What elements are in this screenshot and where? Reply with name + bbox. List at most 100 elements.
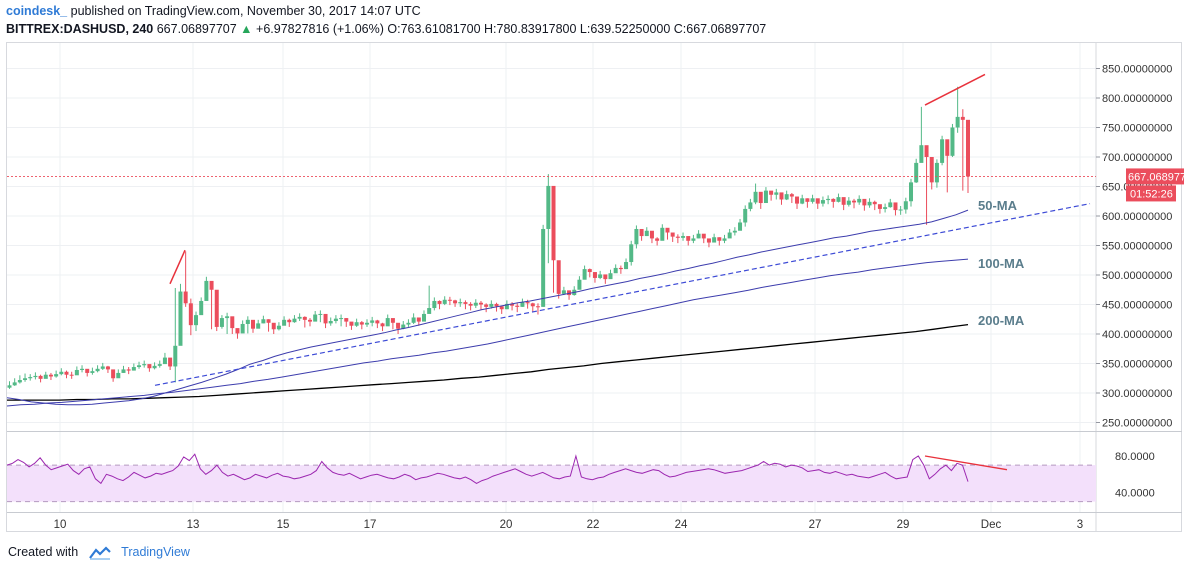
candle-up bbox=[116, 372, 121, 379]
x-tick-label: Dec bbox=[981, 519, 1002, 531]
candle-up bbox=[857, 198, 862, 203]
candle-down bbox=[494, 303, 499, 307]
y-tick-label: 850.00000000 bbox=[1102, 64, 1172, 76]
chart-frame[interactable] bbox=[6, 42, 1182, 532]
candle-up bbox=[178, 291, 183, 346]
candle-down bbox=[349, 321, 354, 326]
candle-down bbox=[105, 366, 110, 370]
candle-down bbox=[872, 201, 877, 205]
up-arrow-icon: ▲ bbox=[240, 22, 253, 36]
y-tick-label: 400.00000000 bbox=[1102, 329, 1172, 341]
candle-up bbox=[90, 371, 95, 373]
candle-up bbox=[732, 230, 737, 233]
candle-up bbox=[43, 374, 48, 379]
candle-up bbox=[774, 192, 779, 195]
support-trendline bbox=[154, 203, 1091, 386]
candle-up bbox=[333, 318, 338, 322]
candle-up bbox=[846, 200, 851, 205]
candle-up bbox=[836, 197, 841, 202]
candle-down bbox=[111, 369, 116, 379]
candle-up bbox=[738, 222, 743, 231]
last-price-badge bbox=[1126, 168, 1184, 185]
candle-down bbox=[603, 274, 608, 280]
x-tick-label: 24 bbox=[675, 519, 688, 531]
candle-down bbox=[390, 318, 395, 323]
candle-up bbox=[23, 378, 28, 381]
candle-up bbox=[561, 290, 566, 294]
y-tick-label: 750.00000000 bbox=[1102, 123, 1172, 135]
candle-up bbox=[240, 323, 245, 334]
candle-up bbox=[173, 345, 178, 367]
candle-down bbox=[960, 116, 965, 120]
y-tick-label: 550.00000000 bbox=[1102, 241, 1172, 253]
candle-up bbox=[903, 201, 908, 210]
candle-up bbox=[157, 364, 162, 366]
price-change: +6.97827816 (+1.06%) bbox=[256, 22, 384, 36]
candle-down bbox=[779, 192, 784, 200]
candle-up bbox=[432, 300, 437, 309]
symbol-label: BITTREX:DASHUSD, 240 bbox=[6, 22, 154, 36]
tradingview-logo-icon[interactable] bbox=[88, 546, 112, 560]
candle-down bbox=[515, 305, 520, 307]
tradingview-link[interactable]: TradingView bbox=[121, 545, 190, 559]
candle-up bbox=[955, 116, 960, 128]
candle-down bbox=[183, 291, 188, 304]
candle-down bbox=[618, 267, 623, 270]
candle-up bbox=[33, 375, 38, 378]
publisher-name[interactable]: coindesk_ bbox=[6, 4, 68, 18]
candle-up bbox=[54, 374, 59, 377]
candle-up bbox=[385, 318, 390, 327]
candle-down bbox=[188, 303, 193, 326]
candle-up bbox=[131, 367, 136, 371]
footer: Created with TradingView bbox=[8, 545, 190, 560]
rsi-divergence-line bbox=[924, 455, 1008, 471]
candle-up bbox=[696, 233, 701, 239]
candle-down bbox=[862, 198, 867, 206]
candle-down bbox=[893, 202, 898, 211]
candle-down bbox=[447, 299, 452, 301]
candle-up bbox=[520, 302, 525, 307]
candle-up bbox=[162, 357, 167, 365]
candle-down bbox=[525, 302, 530, 304]
candles bbox=[7, 86, 970, 389]
candle-up bbox=[256, 323, 261, 329]
candle-up bbox=[546, 185, 551, 229]
candle-down bbox=[686, 236, 691, 241]
candle-down bbox=[670, 232, 675, 237]
candle-up bbox=[406, 322, 411, 325]
candle-down bbox=[396, 322, 401, 329]
ohlc-values: O:763.61081700 H:780.83917800 L:639.5225… bbox=[387, 22, 767, 36]
candle-down bbox=[945, 139, 950, 156]
ma50-line bbox=[6, 209, 969, 406]
candle-up bbox=[800, 198, 805, 204]
candle-up bbox=[867, 201, 872, 206]
candle-up bbox=[59, 371, 64, 375]
y-tick-label: 700.00000000 bbox=[1102, 152, 1172, 164]
candle-down bbox=[789, 194, 794, 197]
candle-up bbox=[28, 377, 33, 379]
candle-up bbox=[364, 322, 369, 325]
x-tick-label: 13 bbox=[187, 519, 200, 531]
candle-up bbox=[7, 385, 12, 388]
candle-up bbox=[411, 317, 416, 323]
candle-down bbox=[48, 374, 53, 377]
candle-up bbox=[820, 200, 825, 204]
x-tick-label: 27 bbox=[809, 519, 822, 531]
y-tick-label: 300.00000000 bbox=[1102, 388, 1172, 400]
candle-up bbox=[12, 382, 17, 386]
candle-down bbox=[852, 200, 857, 203]
candle-up bbox=[727, 232, 732, 239]
candle-up bbox=[743, 208, 748, 223]
candle-down bbox=[209, 280, 214, 290]
candle-up bbox=[644, 230, 649, 237]
candle-down bbox=[769, 190, 774, 195]
candle-up bbox=[297, 316, 302, 319]
candle-up bbox=[194, 315, 199, 326]
candle-down bbox=[38, 375, 43, 379]
candle-up bbox=[219, 318, 224, 327]
candle-down bbox=[478, 302, 483, 305]
candle-down bbox=[416, 317, 421, 322]
candle-up bbox=[204, 280, 209, 301]
candle-down bbox=[758, 191, 763, 204]
